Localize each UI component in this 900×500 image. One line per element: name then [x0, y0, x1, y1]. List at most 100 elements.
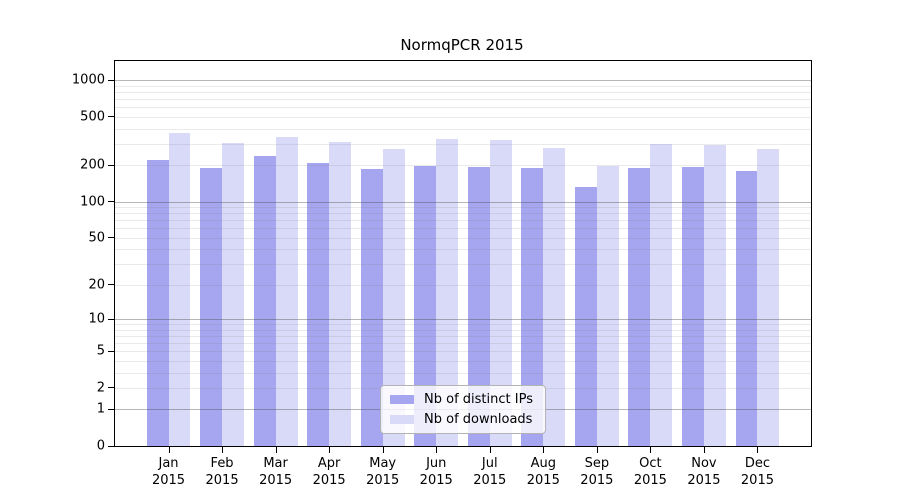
- y-tick-mark-0: [108, 445, 114, 447]
- bar-nb-of-distinct-ips-aug: [521, 168, 544, 446]
- x-tick-mark-sep: [596, 447, 598, 453]
- y-gridline-minor-200: [115, 165, 811, 167]
- legend-swatch-distinct-ips: [390, 395, 415, 404]
- x-tick-label-month: Jun: [426, 456, 447, 471]
- bar-nb-of-downloads-apr: [329, 142, 352, 446]
- bar-nb-of-distinct-ips-jul: [467, 167, 490, 446]
- bars-layer: [115, 61, 811, 446]
- y-tick-mark-10: [108, 318, 114, 320]
- x-tick-mark-mar: [275, 447, 277, 453]
- x-tick-label-month: Mar: [263, 456, 288, 471]
- x-tick-mark-may: [382, 447, 384, 453]
- x-tick-label-year: 2015: [205, 473, 239, 488]
- y-tick-mark-2: [108, 387, 114, 389]
- x-tick-label-oct: Oct 2015: [634, 455, 667, 489]
- bar-nb-of-distinct-ips-oct: [628, 167, 651, 446]
- x-tick-label-month: Sep: [584, 456, 610, 471]
- legend-item-distinct-ips: Nb of distinct IPs: [390, 392, 533, 407]
- y-tick-label-100: 100: [80, 194, 105, 210]
- y-tick-label-10: 10: [88, 311, 105, 327]
- x-tick-label-feb: Feb 2015: [206, 455, 239, 489]
- x-tick-label-year: 2015: [687, 473, 721, 488]
- x-tick-label-jan: Jan 2015: [152, 455, 185, 489]
- x-tick-mark-oct: [650, 447, 652, 453]
- x-tick-mark-apr: [329, 447, 331, 453]
- bar-nb-of-distinct-ips-feb: [200, 168, 223, 446]
- bar-nb-of-downloads-may: [382, 149, 405, 446]
- legend-label-downloads: Nb of downloads: [424, 412, 533, 427]
- chart-title: NormqPCR 2015: [400, 36, 524, 54]
- x-tick-label-year: 2015: [740, 473, 774, 488]
- y-tick-label-50: 50: [88, 230, 105, 246]
- bar-nb-of-downloads-jun: [436, 138, 459, 446]
- y-gridline-minor-40: [115, 249, 811, 251]
- x-tick-label-year: 2015: [526, 473, 560, 488]
- x-tick-label-month: Aug: [530, 456, 556, 471]
- x-tick-label-year: 2015: [419, 473, 453, 488]
- legend: Nb of distinct IPs Nb of downloads: [380, 385, 546, 434]
- bar-nb-of-downloads-sep: [596, 165, 619, 446]
- plot-area: 0 1 2 5 10 20 50 100 200 500 1000 Jan 2015 Feb 2015 Mar…: [72, 60, 812, 488]
- bar-nb-of-downloads-jul: [489, 140, 512, 446]
- x-tick-label-mar: Mar 2015: [259, 455, 292, 489]
- y-gridline-minor-20: [115, 284, 811, 286]
- y-gridline-minor-700: [115, 99, 811, 101]
- y-gridline-minor-7: [115, 335, 811, 337]
- x-tick-label-month: Feb: [210, 456, 234, 471]
- legend-item-downloads: Nb of downloads: [390, 412, 533, 427]
- y-gridline-major-100: [115, 201, 811, 203]
- grid-layer: [115, 61, 811, 446]
- y-gridline-minor-30: [115, 264, 811, 266]
- y-gridline-minor-60: [115, 228, 811, 230]
- x-tick-label-aug: Aug 2015: [527, 455, 560, 489]
- bar-nb-of-distinct-ips-dec: [735, 170, 758, 446]
- y-tick-mark-200: [108, 164, 114, 166]
- y-gridline-minor-9: [115, 324, 811, 326]
- legend-swatch-downloads: [390, 415, 415, 424]
- y-gridline-minor-500: [115, 116, 811, 118]
- bar-nb-of-downloads-aug: [543, 148, 566, 446]
- x-tick-label-year: 2015: [366, 473, 400, 488]
- x-tick-label-jun: Jun 2015: [420, 455, 453, 489]
- x-tick-mark-nov: [703, 447, 705, 453]
- y-gridline-minor-8: [115, 329, 811, 331]
- y-gridline-minor-50: [115, 237, 811, 239]
- y-gridline-major-1000: [115, 80, 811, 82]
- x-tick-label-nov: Nov 2015: [687, 455, 720, 489]
- x-tick-label-may: May 2015: [366, 455, 399, 489]
- y-tick-label-20: 20: [88, 277, 105, 293]
- y-gridline-minor-4: [115, 360, 811, 362]
- bar-nb-of-distinct-ips-may: [360, 169, 383, 446]
- y-tick-label-200: 200: [80, 157, 105, 173]
- x-tick-label-year: 2015: [473, 473, 507, 488]
- bar-nb-of-downloads-oct: [650, 143, 673, 446]
- y-tick-label-1000: 1000: [71, 72, 105, 88]
- x-tick-label-month: Nov: [691, 456, 717, 471]
- x-tick-label-month: Jul: [481, 456, 498, 471]
- x-tick-mark-dec: [757, 447, 759, 453]
- x-tick-mark-jan: [168, 447, 170, 453]
- y-gridline-minor-5: [115, 351, 811, 353]
- y-tick-mark-1: [108, 408, 114, 410]
- y-gridline-minor-3: [115, 372, 811, 374]
- bar-nb-of-downloads-mar: [275, 136, 298, 446]
- x-tick-label-year: 2015: [151, 473, 186, 488]
- x-tick-label-month: Dec: [744, 456, 771, 471]
- bar-nb-of-distinct-ips-jun: [414, 166, 437, 446]
- x-tick-mark-jun: [436, 447, 438, 453]
- bar-nb-of-downloads-nov: [703, 145, 726, 446]
- y-tick-mark-500: [108, 116, 114, 118]
- y-tick-mark-100: [108, 201, 114, 203]
- y-gridline-minor-80: [115, 213, 811, 215]
- x-tick-label-sep: Sep 2015: [580, 455, 613, 489]
- y-tick-label-2: 2: [96, 380, 105, 396]
- bar-nb-of-downloads-feb: [222, 142, 244, 446]
- y-tick-label-5: 5: [96, 343, 105, 359]
- bar-nb-of-downloads-dec: [757, 149, 780, 446]
- y-gridline-minor-300: [115, 143, 811, 145]
- legend-label-distinct-ips: Nb of distinct IPs: [424, 392, 533, 407]
- y-tick-mark-1000: [108, 79, 114, 81]
- x-tick-mark-feb: [222, 447, 224, 453]
- x-tick-label-month: Jan: [158, 456, 179, 471]
